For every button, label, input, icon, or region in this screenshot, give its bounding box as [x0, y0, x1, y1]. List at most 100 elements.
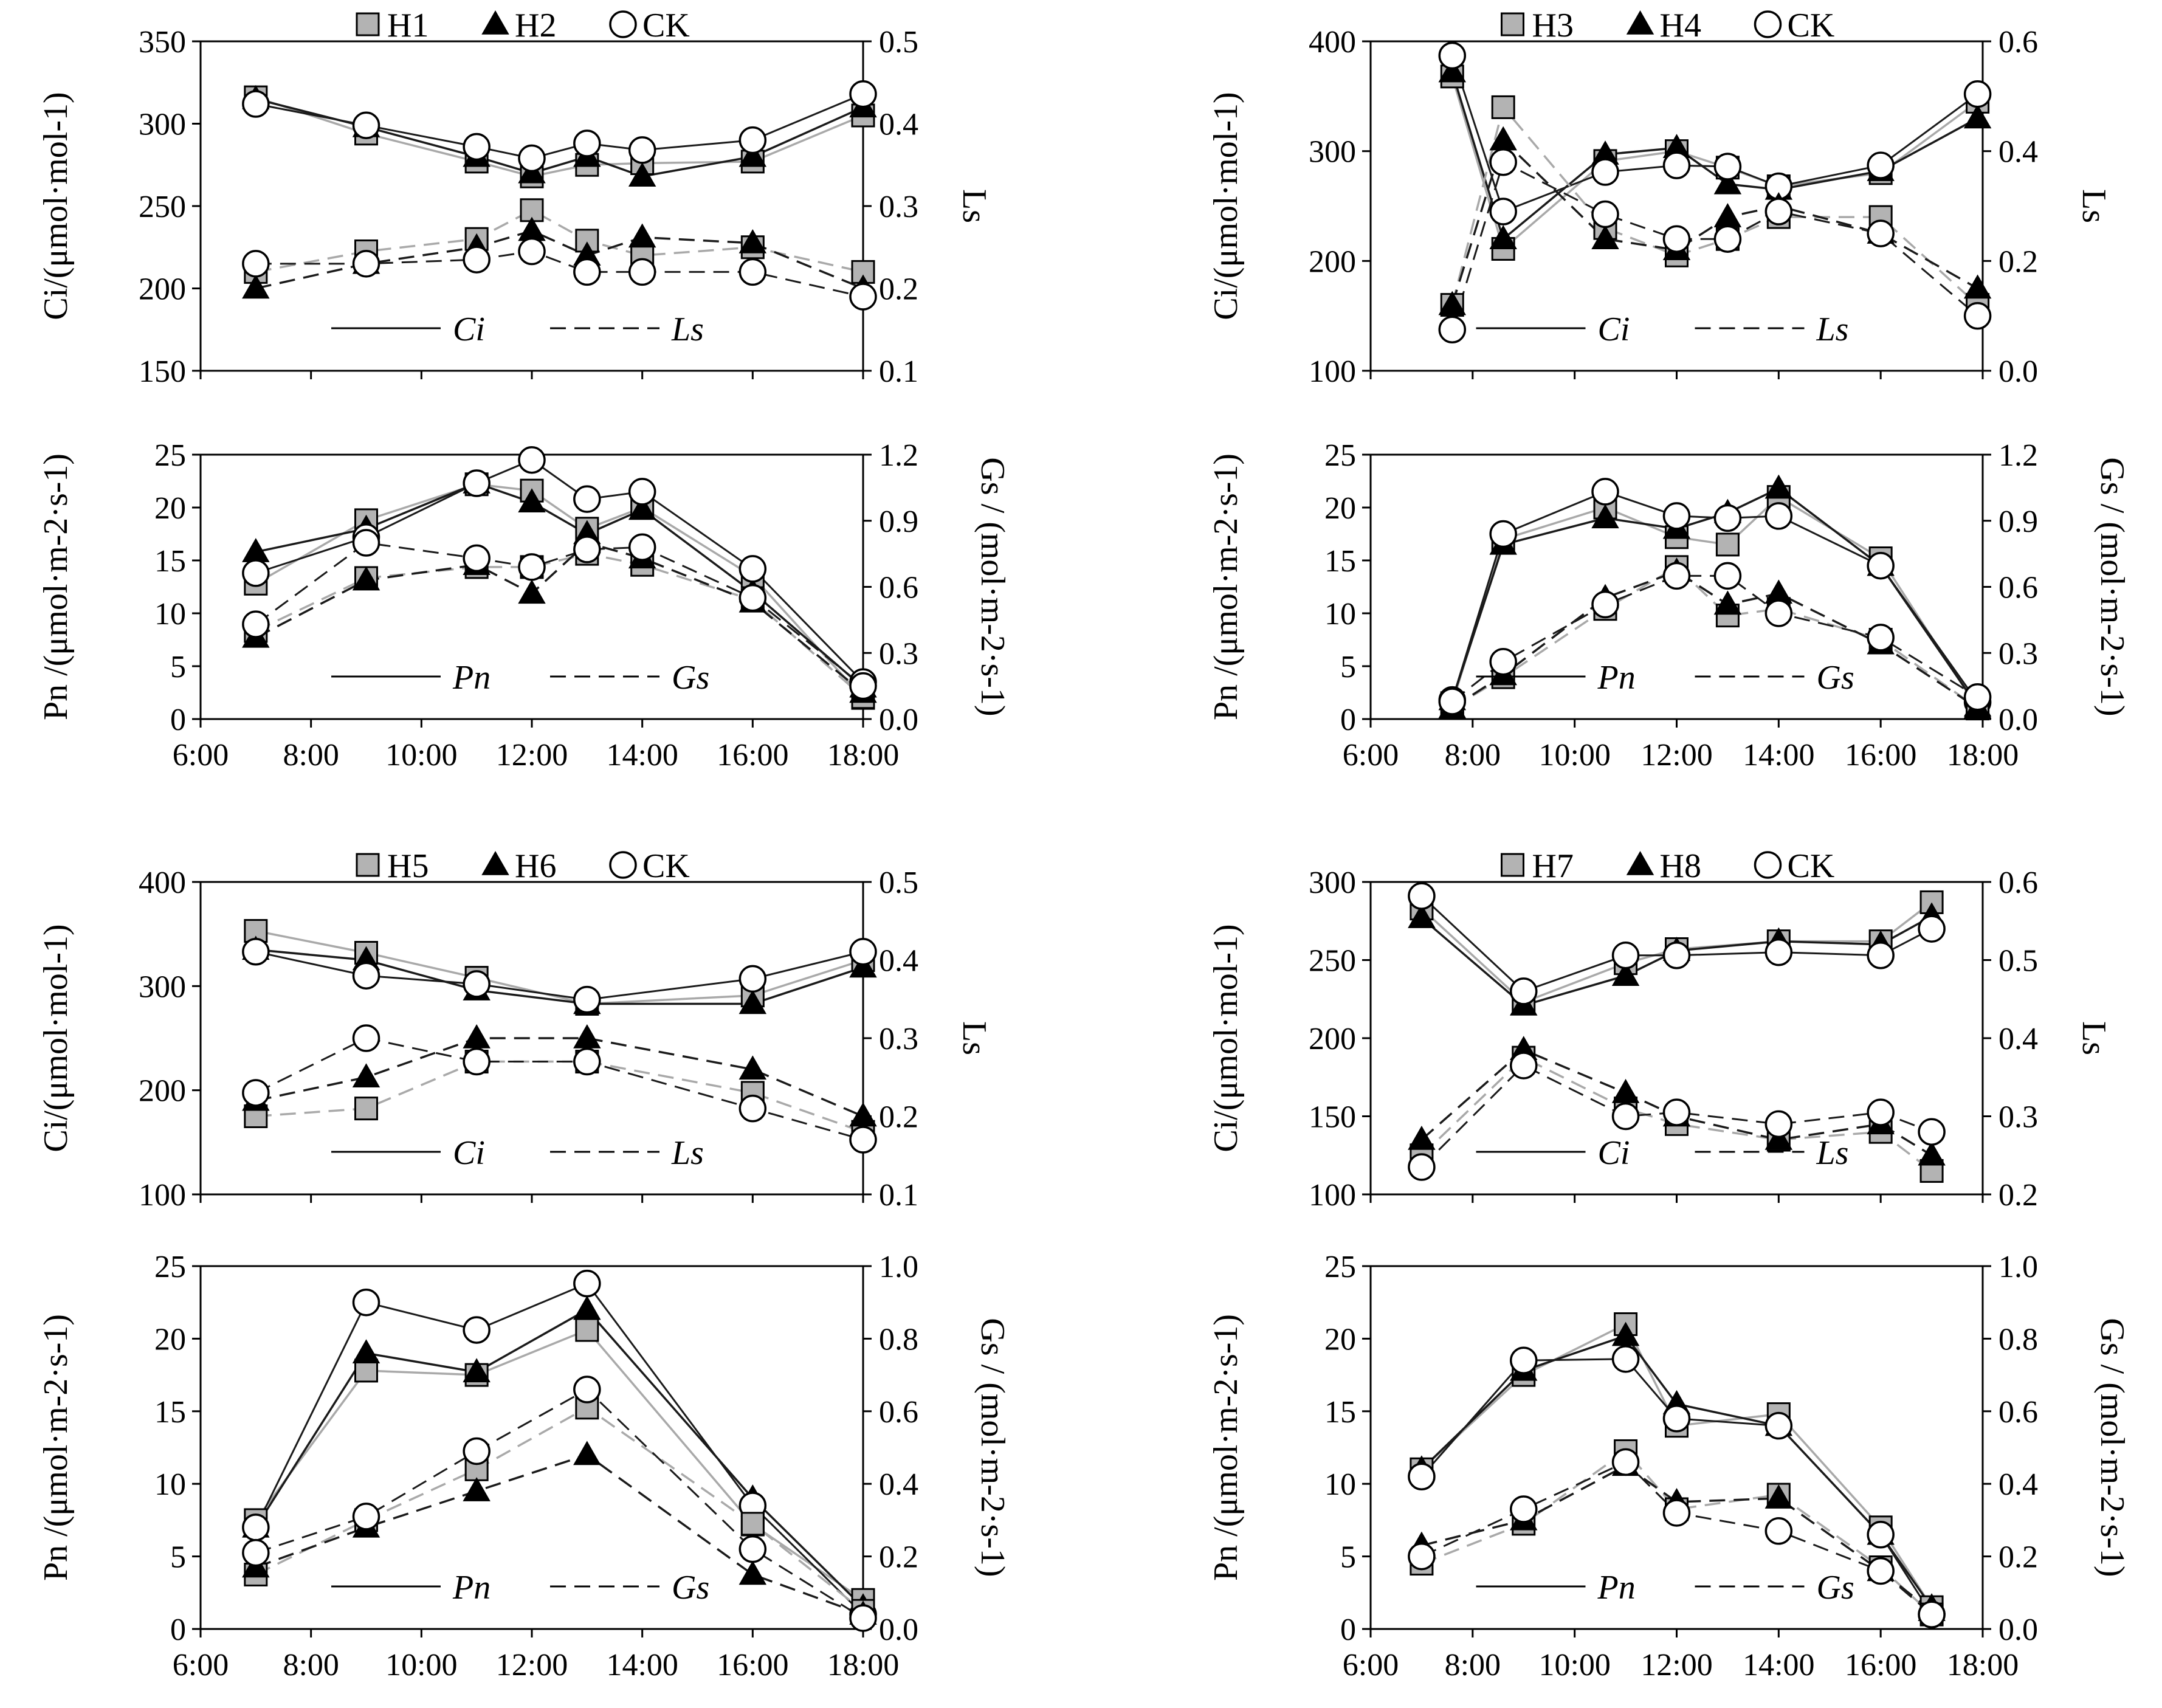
- legend-marker-h1: [356, 12, 380, 36]
- x-tick-label: 16:00: [717, 738, 788, 773]
- series-h4-ci: [1451, 72, 1978, 241]
- y-right-axis-label: Gs / (mol·m-2·s-1): [2093, 457, 2131, 716]
- y-right-tick-label: 0.4: [879, 944, 918, 979]
- series-h4-gs: [1451, 570, 1978, 709]
- y-left-tick-label: 5: [1340, 1540, 1356, 1575]
- y-left-tick-label: 250: [139, 190, 186, 224]
- legend-label-ck: CK: [642, 847, 690, 885]
- point-ck-ls: [463, 246, 491, 274]
- y-right-tick-label: 0.6: [1998, 25, 2038, 60]
- point-ck-ci: [1662, 942, 1691, 969]
- series-h7-gs: [1421, 1450, 1933, 1616]
- y-right-tick-label: 0.4: [879, 108, 918, 142]
- series-h5-ci: [255, 929, 864, 1005]
- line-type-label: Gs: [672, 659, 709, 697]
- series-h8-pn: [1420, 1334, 1933, 1608]
- point-h2-ci: [738, 142, 767, 167]
- point-ck-ci: [1713, 153, 1742, 181]
- y-left-axis-label: Ci/(μmol·mol-1): [37, 92, 75, 320]
- point-ck-ls: [1438, 315, 1467, 343]
- point-ck-pn: [628, 478, 656, 506]
- y-left-tick-label: 200: [139, 1074, 186, 1109]
- y-left-tick-label: 0: [170, 1613, 186, 1647]
- point-ck-ls: [738, 258, 767, 286]
- point-h4-pn: [1764, 474, 1793, 499]
- y-left-tick-label: 100: [139, 1178, 186, 1213]
- y-right-tick-label: 0.9: [1998, 504, 2038, 539]
- y-left-tick-label: 25: [154, 438, 186, 473]
- point-ck-ls: [849, 1126, 877, 1154]
- y-right-tick-label: 0.1: [879, 1178, 918, 1213]
- point-ck-ci: [849, 938, 877, 966]
- legend-label-h3: H3: [1532, 7, 1574, 44]
- series-ck-gs: [1451, 574, 1978, 703]
- point-ck-ci: [1867, 151, 1895, 179]
- y-left-tick-label: 15: [1324, 1395, 1356, 1430]
- y-right-axis-label: Ls: [2075, 1021, 2113, 1055]
- legend-label-ck: CK: [642, 7, 690, 44]
- line-type-label: Gs: [1817, 1569, 1854, 1606]
- point-ck-ci: [628, 136, 656, 164]
- line-type-label: Ci: [453, 1134, 485, 1172]
- y-right-tick-label: 0.3: [879, 190, 918, 224]
- point-ck-gs: [242, 1538, 270, 1567]
- point-ck-ci: [518, 144, 546, 173]
- point-ck-ci: [463, 970, 491, 998]
- point-ck-ci: [738, 965, 767, 993]
- y-right-tick-label: 0.6: [879, 571, 918, 605]
- y-left-tick-label: 200: [139, 272, 186, 307]
- y-right-tick-label: 0.3: [1998, 1100, 2038, 1135]
- series-ck-ci: [1451, 55, 1978, 213]
- series-h5-gs: [255, 1406, 864, 1612]
- point-h6-ls: [573, 1024, 601, 1049]
- y-right-tick-label: 0.1: [879, 354, 918, 389]
- point-ck-ls: [463, 1047, 491, 1076]
- x-tick-label: 6:00: [173, 1648, 229, 1682]
- y-left-tick-label: 15: [1324, 544, 1356, 579]
- x-tick-label: 6:00: [1343, 1648, 1399, 1682]
- line-type-label: Pn: [452, 1569, 491, 1606]
- point-h5-pn: [575, 1318, 599, 1342]
- point-ck-gs: [1918, 1600, 1946, 1628]
- y-left-axis-label: Ci/(μmol·mol-1): [37, 924, 75, 1152]
- point-ck-ci: [738, 126, 767, 154]
- point-h6-ls: [352, 1063, 380, 1087]
- point-ck-gs: [1963, 683, 1992, 711]
- legend-label-h2: H2: [515, 7, 556, 44]
- legend-label-h7: H7: [1532, 847, 1574, 885]
- point-ck-pn: [1489, 520, 1517, 548]
- point-ck-gs: [849, 672, 877, 700]
- point-ck-pn: [738, 555, 767, 583]
- y-left-tick-label: 200: [1309, 244, 1356, 279]
- point-ck-pn: [1408, 1462, 1436, 1491]
- point-ck-pn: [1867, 1521, 1895, 1549]
- point-ck-ls: [628, 258, 656, 286]
- y-left-tick-label: 100: [1309, 354, 1356, 389]
- point-h3-ls: [1491, 95, 1515, 119]
- y-left-tick-label: 25: [1324, 438, 1356, 473]
- point-ck-ls: [1918, 1118, 1946, 1146]
- legend-marker-h7: [1501, 853, 1524, 877]
- x-tick-label: 18:00: [1947, 738, 2019, 773]
- point-ck-ls: [849, 283, 877, 311]
- point-h4-pn: [1591, 504, 1619, 529]
- point-ck-ls: [1489, 148, 1517, 176]
- y-left-axis-label: Pn /(μmol·m-2·s-1): [37, 1314, 75, 1581]
- y-right-axis-label: Gs / (mol·m-2·s-1): [974, 1318, 1011, 1577]
- point-ck-ci: [242, 90, 270, 118]
- point-h4-ci: [1438, 58, 1466, 83]
- x-tick-label: 8:00: [283, 738, 339, 773]
- series-h3-pn: [1451, 495, 1979, 709]
- point-ck-ls: [518, 237, 546, 266]
- point-h8-ls: [1408, 1126, 1436, 1150]
- x-tick-label: 16:00: [1845, 738, 1916, 773]
- y-left-tick-label: 300: [139, 969, 186, 1004]
- point-ck-pn: [1662, 1404, 1691, 1433]
- series-h3-ls: [1451, 105, 1978, 306]
- y-left-axis-label: Ci/(μmol·mol-1): [1207, 924, 1245, 1152]
- y-right-tick-label: 0.4: [1998, 135, 2038, 170]
- point-ck-ci: [352, 962, 380, 990]
- y-left-tick-label: 0: [1340, 703, 1356, 737]
- chart-panel-1-top: 150 200 250 300 350 0.1 0.2 0.3 0.4 0.5 Ci/(μmol·m…: [37, 7, 993, 389]
- y-right-tick-label: 0.0: [1998, 1613, 2038, 1647]
